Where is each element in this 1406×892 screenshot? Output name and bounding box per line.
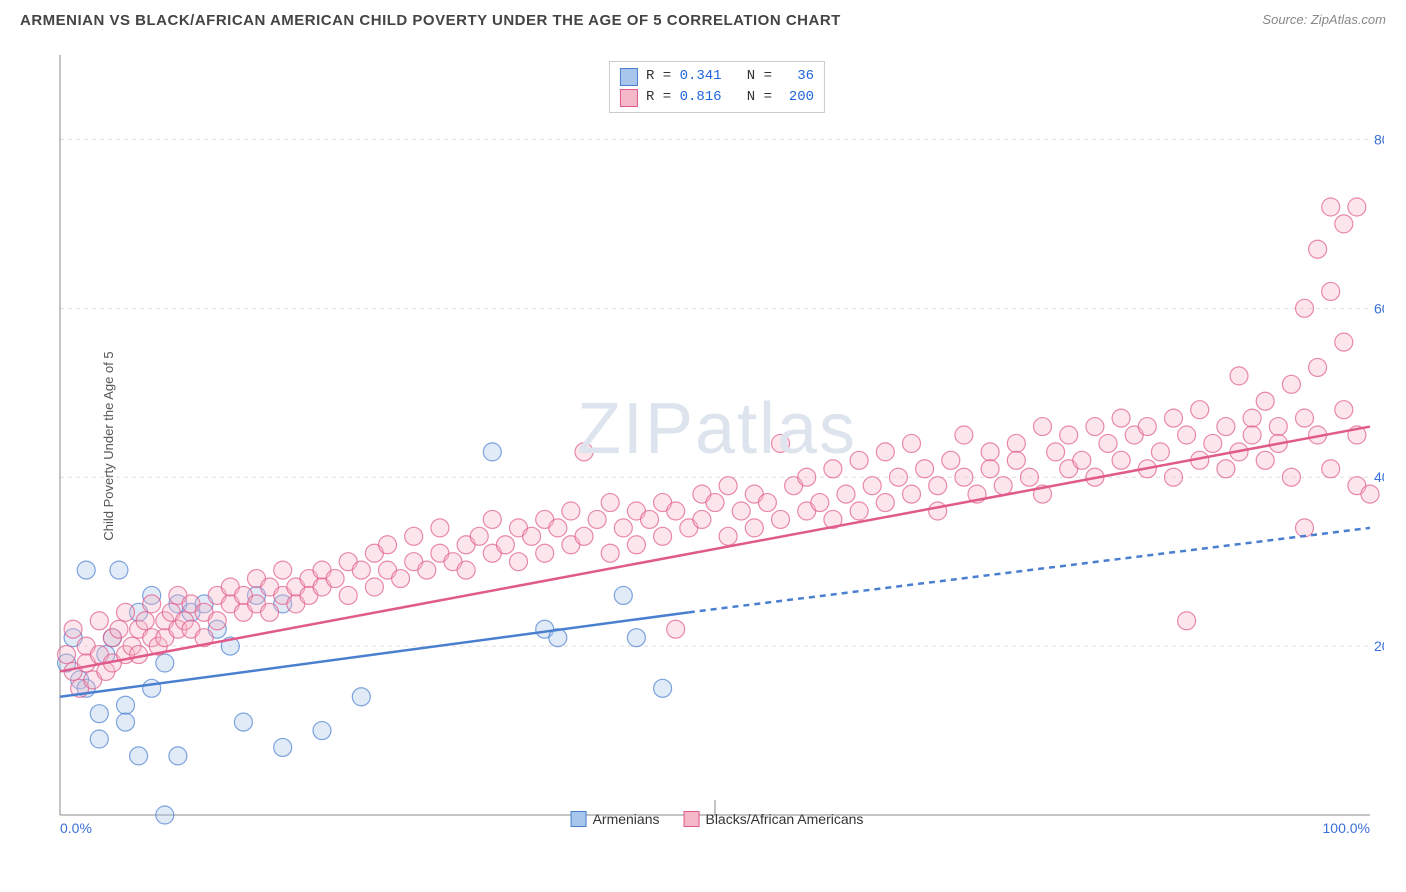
source-name: ZipAtlas.com [1311,12,1386,27]
svg-text:0.0%: 0.0% [60,820,92,835]
title-bar: ARMENIAN VS BLACK/AFRICAN AMERICAN CHILD… [0,0,1406,33]
n-label-1: N = [747,68,772,84]
chart-title: ARMENIAN VS BLACK/AFRICAN AMERICAN CHILD… [20,12,841,29]
series-legend: Armenians Blacks/African Americans [571,811,864,827]
legend-item-armenians: Armenians [571,811,660,827]
svg-text:100.0%: 100.0% [1323,820,1370,835]
legend-label-blacks: Blacks/African Americans [705,811,863,827]
r-value-1: 0.341 [680,68,722,84]
r-label-1: R = [646,68,671,84]
n-value-2: 200 [789,89,814,105]
svg-text:40.0%: 40.0% [1374,469,1384,485]
swatch-blacks-icon [683,811,699,827]
svg-text:80.0%: 80.0% [1374,131,1384,147]
legend-row-blacks: R = 0.816 N = 200 [620,87,814,108]
svg-text:20.0%: 20.0% [1374,638,1384,654]
source-attribution: Source: ZipAtlas.com [1262,12,1386,27]
source-label: Source: [1262,12,1307,27]
legend-item-blacks: Blacks/African Americans [683,811,863,827]
legend-label-armenians: Armenians [593,811,660,827]
scatter-chart-svg: 20.0% 40.0% 60.0% 80.0% 0.0% 100.0% [50,55,1384,835]
legend-swatch-armenians [620,68,638,86]
n-label-2: N = [747,89,772,105]
r-value-2: 0.816 [680,89,722,105]
legend-row-armenians: R = 0.341 N = 36 [620,66,814,87]
legend-swatch-blacks [620,89,638,107]
n-value-1: 36 [797,68,814,84]
r-label-2: R = [646,89,671,105]
svg-text:60.0%: 60.0% [1374,300,1384,316]
chart-area: ZIPatlas R = 0.341 N = 36 R = 0.816 N = … [50,55,1384,835]
correlation-legend: R = 0.341 N = 36 R = 0.816 N = 200 [609,61,825,113]
swatch-armenians-icon [571,811,587,827]
